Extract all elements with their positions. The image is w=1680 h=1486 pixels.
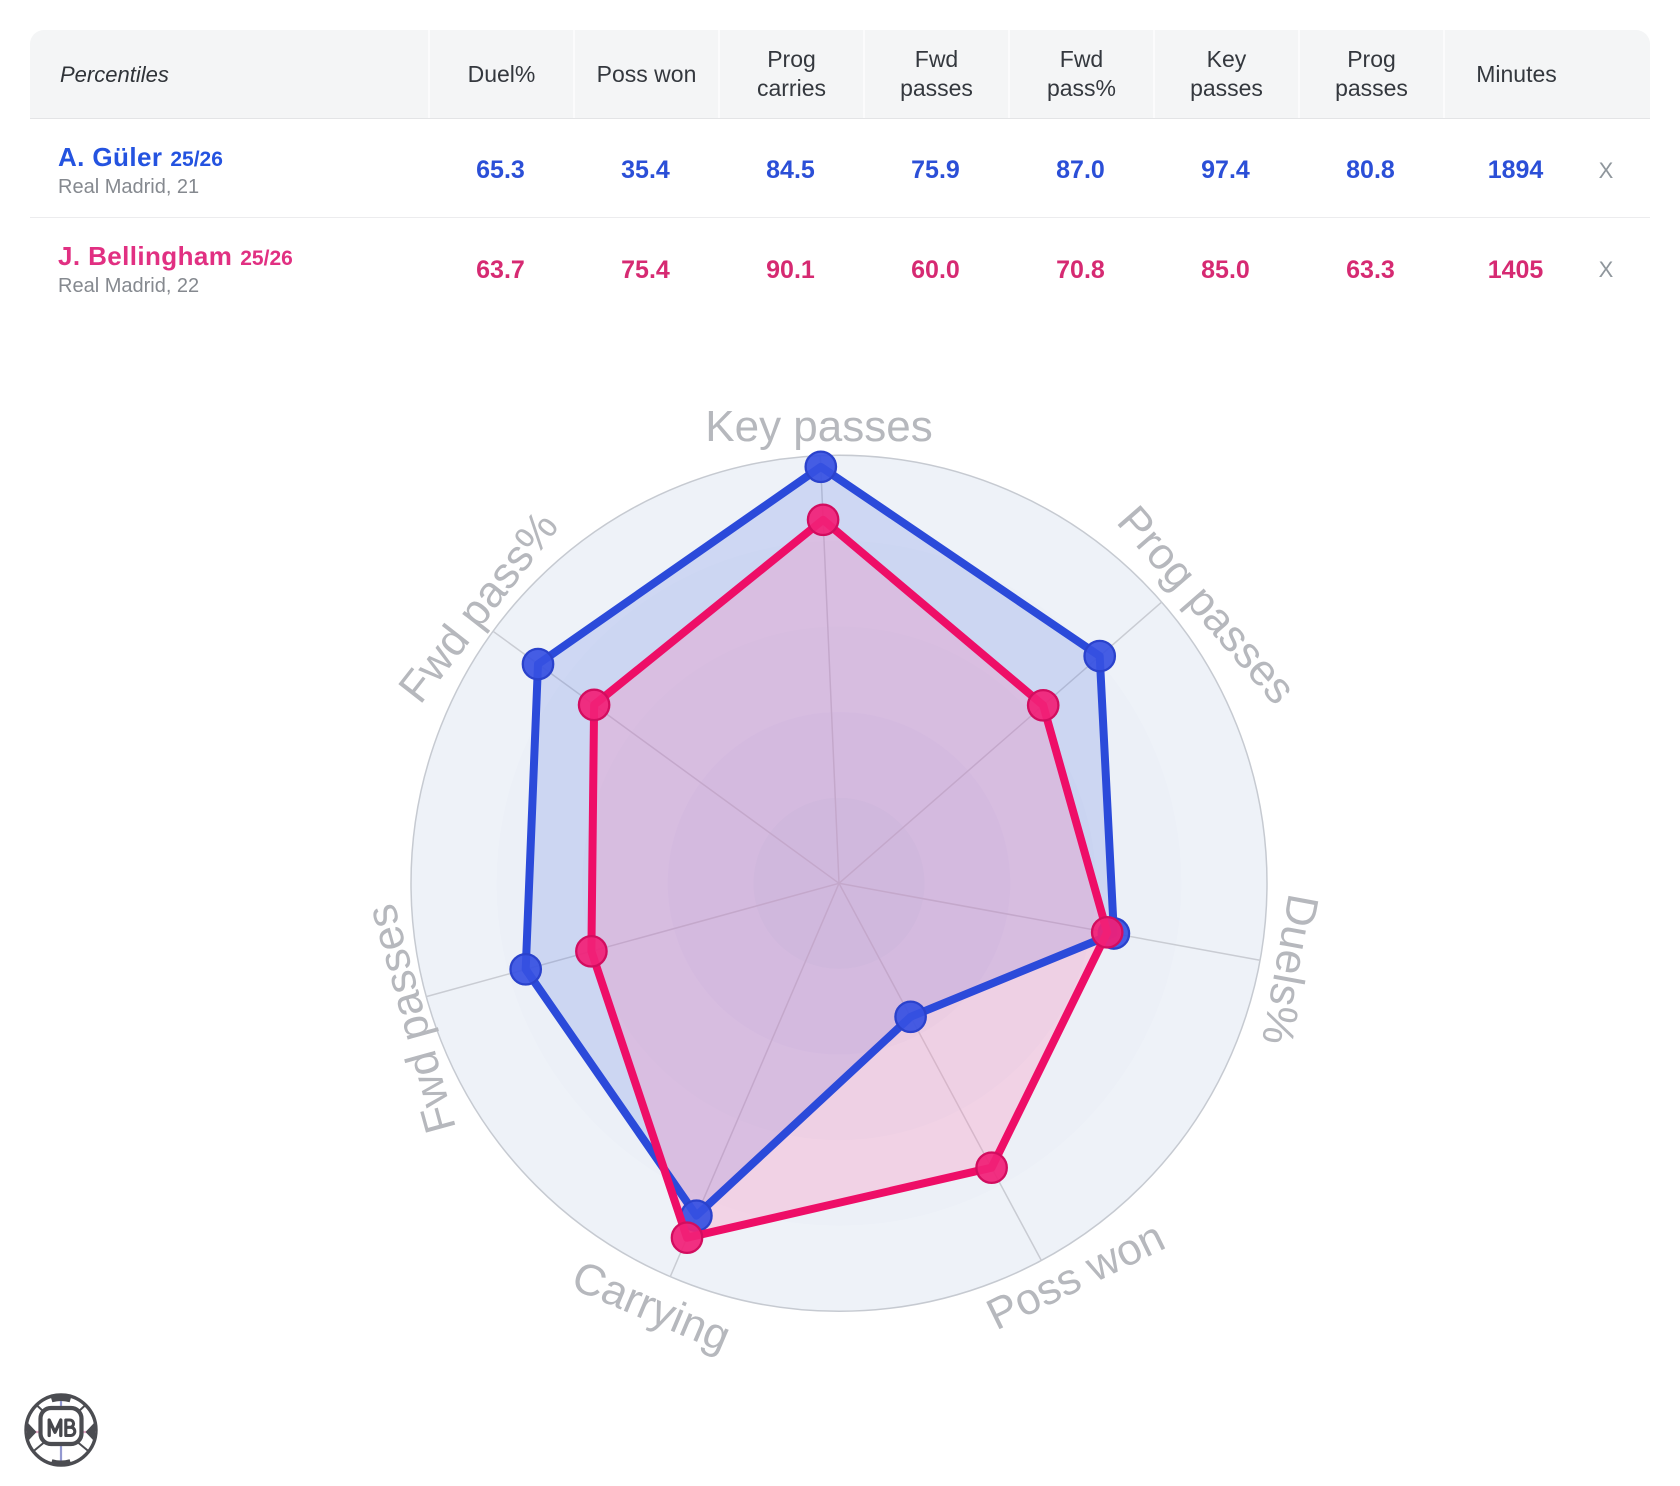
svg-text:Key passes: Key passes xyxy=(705,402,932,451)
